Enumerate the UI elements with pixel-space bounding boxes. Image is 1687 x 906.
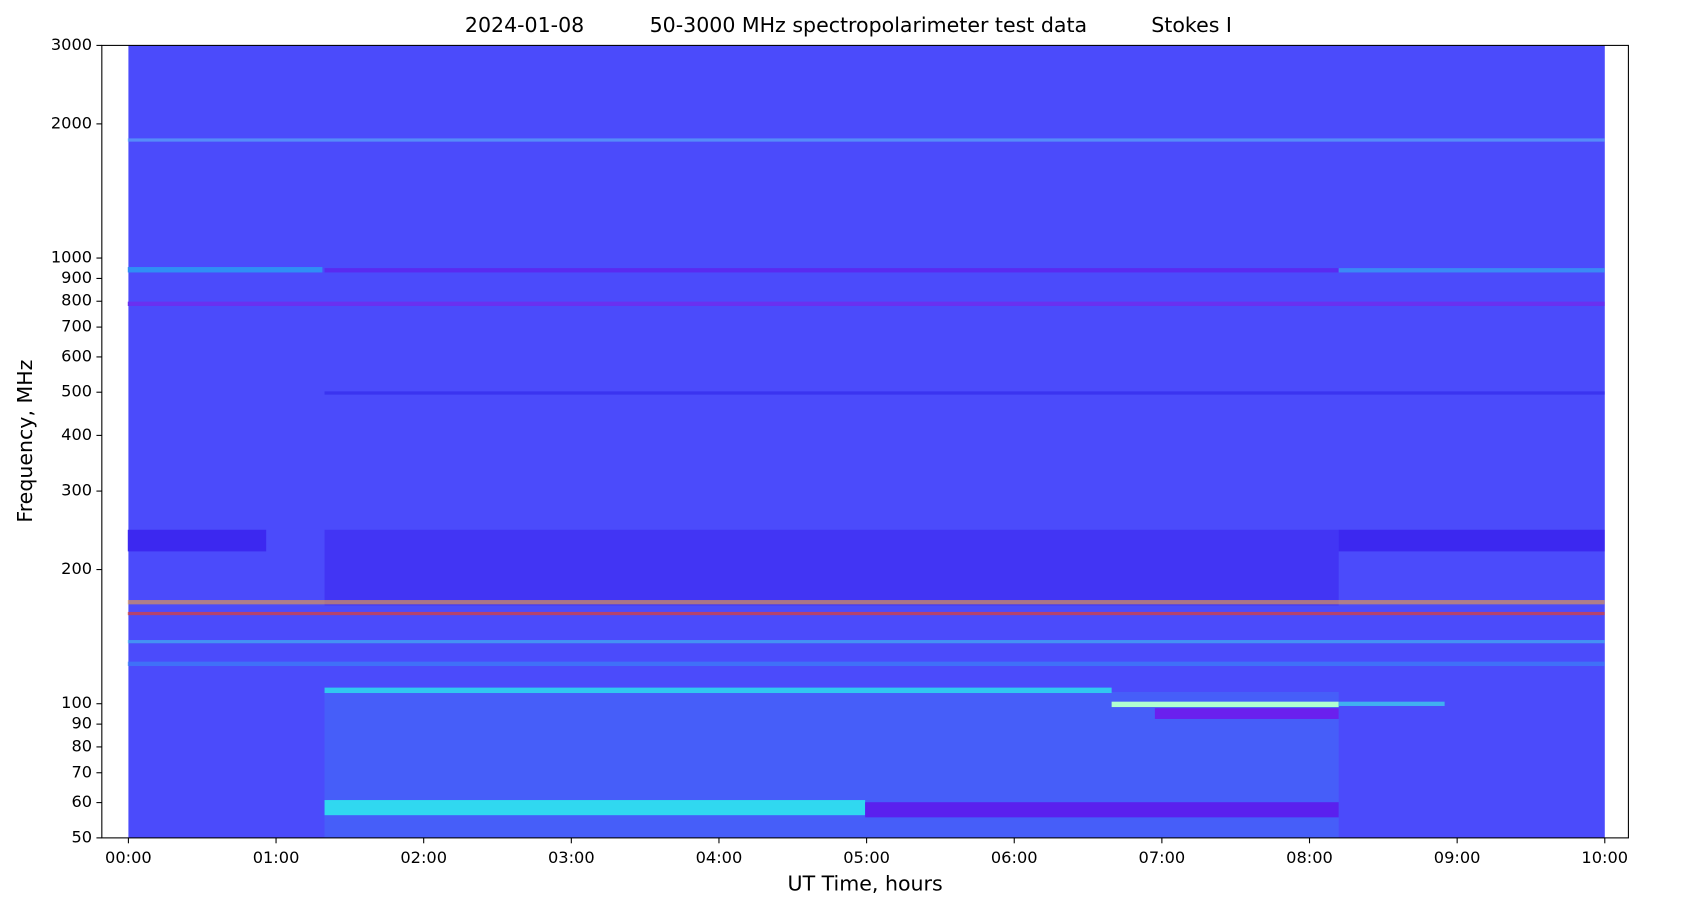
x-tick-label: 04:00 bbox=[696, 848, 743, 867]
band bbox=[127, 267, 323, 273]
band bbox=[324, 800, 866, 816]
x-tick-label: 07:00 bbox=[1139, 848, 1186, 867]
x-axis-label: UT Time, hours bbox=[788, 871, 943, 895]
x-tick-label: 08:00 bbox=[1286, 848, 1333, 867]
band bbox=[1154, 708, 1339, 719]
y-tick-label: 800 bbox=[61, 291, 92, 310]
band bbox=[1338, 529, 1605, 552]
y-tick-label: 400 bbox=[61, 425, 92, 444]
y-tick-label: 300 bbox=[61, 481, 92, 500]
y-tick-label: 3000 bbox=[51, 35, 92, 54]
y-tick-label: 1000 bbox=[51, 248, 92, 267]
y-tick-label: 100 bbox=[61, 693, 92, 712]
chart-title: 50-3000 MHz spectropolarimeter test data bbox=[650, 13, 1088, 37]
y-tick-label: 70 bbox=[71, 762, 92, 781]
band bbox=[127, 611, 1605, 616]
plot-frame bbox=[101, 44, 1629, 839]
band bbox=[127, 529, 267, 552]
band bbox=[127, 600, 1605, 605]
band bbox=[127, 661, 1605, 666]
band bbox=[324, 687, 1112, 694]
y-tick-label: 50 bbox=[71, 827, 92, 846]
spectrogram-features bbox=[127, 138, 1605, 838]
band bbox=[127, 640, 1605, 644]
band bbox=[324, 529, 1339, 606]
band bbox=[324, 391, 1605, 395]
x-tick-label: 05:00 bbox=[843, 848, 890, 867]
band bbox=[127, 138, 1605, 142]
y-tick-label: 80 bbox=[71, 736, 92, 755]
chart-mode: Stokes I bbox=[1151, 13, 1232, 37]
band bbox=[1338, 268, 1605, 273]
band bbox=[865, 802, 1339, 818]
y-tick-label: 500 bbox=[61, 382, 92, 401]
y-tick-label: 60 bbox=[71, 792, 92, 811]
x-tick-label: 10:00 bbox=[1581, 848, 1628, 867]
x-tick-label: 09:00 bbox=[1434, 848, 1481, 867]
y-tick-label: 2000 bbox=[51, 113, 92, 132]
y-tick-label: 900 bbox=[61, 268, 92, 287]
band bbox=[324, 268, 1339, 273]
x-tick-label: 06:00 bbox=[991, 848, 1038, 867]
x-tick-label: 02:00 bbox=[400, 848, 447, 867]
band bbox=[1111, 701, 1339, 708]
y-axis-label: Frequency, MHz bbox=[13, 360, 37, 523]
chart-date: 2024-01-08 bbox=[465, 13, 584, 37]
x-tick-label: 00:00 bbox=[105, 848, 152, 867]
axes: 00:00 01:00 02:00 03:00 04:00 05:00 06:00 07:00… bbox=[51, 35, 1629, 867]
x-tick-label: 03:00 bbox=[548, 848, 595, 867]
y-tick-label: 600 bbox=[61, 346, 92, 365]
x-tick-label: 01:00 bbox=[253, 848, 300, 867]
band bbox=[1338, 701, 1445, 706]
y-tick-label: 90 bbox=[71, 714, 92, 733]
y-tick-label: 200 bbox=[61, 559, 92, 578]
band bbox=[127, 301, 1605, 306]
y-tick-label: 700 bbox=[61, 317, 92, 336]
